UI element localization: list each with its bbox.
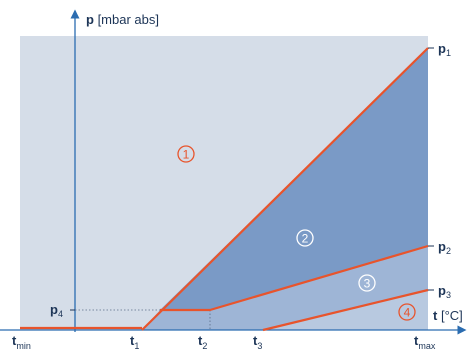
t1-label: t1 xyxy=(130,333,139,351)
boundary-line-2 xyxy=(160,244,429,312)
t3-label: t3 xyxy=(253,333,262,351)
p1-label: p1 xyxy=(438,41,451,58)
svg-text:4: 4 xyxy=(404,306,411,320)
zone-2-marker: 2 xyxy=(296,229,314,247)
x-axis-symbol: t xyxy=(433,308,438,323)
boundary-line-3 xyxy=(262,288,429,332)
svg-text:2: 2 xyxy=(302,232,309,246)
p2-label: p2 xyxy=(438,239,451,256)
y-axis-symbol: p xyxy=(86,12,94,27)
boundary-lines xyxy=(20,47,429,332)
t-max-label: tmax xyxy=(414,333,436,351)
p3-label: p3 xyxy=(438,283,451,300)
t-min-label: tmin xyxy=(12,333,31,351)
y-axis-label: p [mbar abs] xyxy=(86,12,159,27)
x-axis-unit: [°C] xyxy=(437,308,462,323)
zone-1-marker: 1 xyxy=(177,145,195,163)
boundary-line-1 xyxy=(141,47,429,331)
p4-label: p4 xyxy=(50,302,63,319)
svg-text:3: 3 xyxy=(364,277,371,291)
zone-4-marker: 4 xyxy=(398,303,416,321)
svg-text:1: 1 xyxy=(183,148,190,162)
x-axis-label: t [°C] xyxy=(433,308,463,323)
zone-3-marker: 3 xyxy=(358,274,376,292)
t2-label: t2 xyxy=(198,333,207,351)
y-axis-unit: [mbar abs] xyxy=(94,12,159,27)
